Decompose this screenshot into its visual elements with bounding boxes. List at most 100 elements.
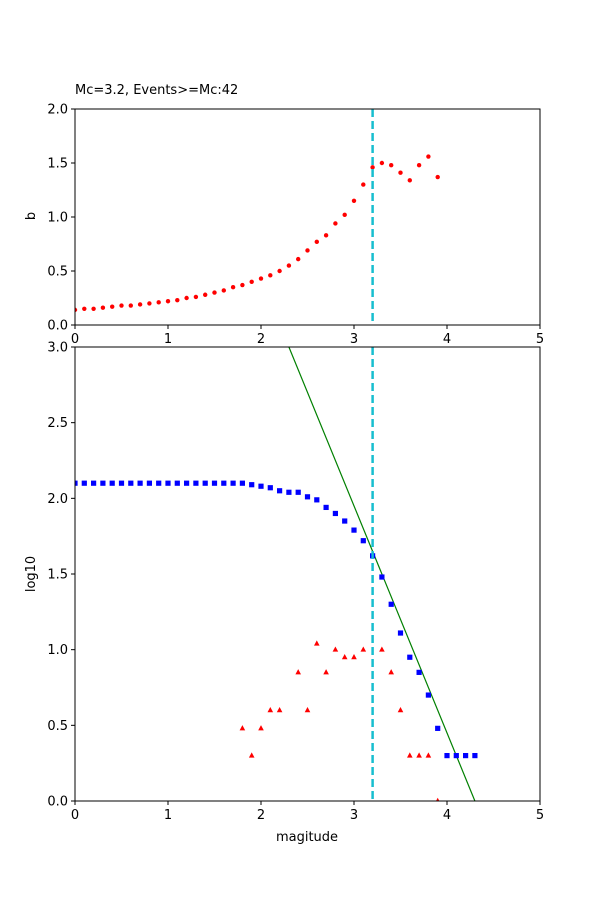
data-point: [165, 480, 171, 486]
data-point: [435, 725, 441, 731]
data-point: [221, 480, 227, 486]
data-point: [156, 300, 161, 305]
data-point: [100, 305, 106, 310]
frequency-magnitude-panel: log10 magitude 0 1 2 3 4 5 0.0 0.5 1.0 1.5 2.0 2.5 3…: [24, 341, 544, 846]
data-point: [314, 640, 320, 646]
x-tick-label: 0: [71, 808, 79, 823]
x-tick-label: 5: [536, 808, 544, 823]
data-point: [407, 178, 412, 183]
data-point: [82, 306, 87, 311]
x-tick-label: 0: [71, 332, 79, 347]
data-point: [212, 290, 217, 295]
y-tick-label: 1.5: [47, 568, 68, 583]
series-circle: [75, 154, 440, 313]
x-tick-label: 4: [443, 808, 451, 823]
data-point: [156, 480, 162, 486]
data-point: [258, 483, 264, 489]
data-point: [239, 480, 245, 486]
data-point: [202, 480, 208, 486]
data-point: [426, 154, 431, 159]
data-point: [147, 301, 152, 306]
data-point: [267, 485, 273, 491]
data-point: [91, 480, 97, 486]
data-point: [463, 753, 469, 759]
data-point: [342, 212, 347, 218]
data-point: [351, 198, 357, 203]
data-point: [230, 285, 236, 290]
data-point: [240, 282, 245, 288]
data-point: [388, 669, 394, 675]
x-tick-label: 1: [164, 808, 172, 823]
data-point: [258, 725, 264, 731]
y-axis-label: b: [24, 212, 39, 220]
data-point: [221, 288, 226, 293]
data-point: [230, 480, 236, 486]
data-point: [248, 752, 255, 758]
data-point: [267, 707, 274, 713]
data-point: [314, 497, 320, 503]
x-tick-label: 5: [536, 332, 544, 347]
x-tick-label: 1: [164, 332, 172, 347]
data-point: [425, 752, 432, 758]
y-axis-label: log10: [24, 556, 39, 592]
series-triangle: [239, 640, 440, 801]
data-point: [100, 480, 106, 486]
data-point: [351, 654, 357, 660]
data-point: [416, 752, 422, 758]
x-tick-label: 3: [350, 808, 358, 823]
data-point: [453, 753, 459, 759]
data-point: [146, 480, 152, 486]
y-tick-label: 0.5: [47, 719, 68, 734]
data-point: [119, 303, 124, 308]
x-tick-label: 3: [350, 332, 358, 347]
data-point: [314, 239, 319, 245]
frequency-magnitude-plot-area: 0 1 2 3 4 5 0.0 0.5 1.0 1.5 2.0 2.5 3.0: [47, 341, 544, 824]
data-point: [165, 299, 171, 304]
data-point: [258, 276, 264, 281]
data-point: [296, 256, 301, 262]
y-tick-label: 0.5: [47, 265, 68, 280]
data-point: [332, 510, 338, 517]
data-point: [184, 295, 189, 301]
data-point: [416, 162, 422, 168]
data-point: [81, 480, 87, 486]
data-point: [388, 601, 394, 607]
data-point: [342, 518, 348, 524]
b-value-panel: Mc=3.2, Events>=Mc:42 b 0 1 2 3 4 5 0.0 0.5 1.0 1…: [24, 83, 544, 347]
plot-content: [75, 109, 440, 325]
data-point: [211, 480, 218, 486]
x-axis-label: magitude: [276, 830, 338, 845]
data-point: [286, 489, 292, 495]
data-point: [444, 753, 450, 759]
data-point: [128, 303, 133, 308]
data-point: [203, 292, 208, 297]
y-tick-label: 2.5: [47, 416, 68, 431]
data-point: [109, 480, 115, 486]
data-point: [323, 504, 329, 511]
data-point: [137, 480, 143, 486]
plot-content: [75, 347, 478, 801]
data-point: [379, 160, 385, 166]
data-point: [110, 304, 115, 309]
data-point: [370, 165, 375, 170]
data-point: [361, 182, 366, 187]
data-point: [277, 488, 283, 494]
data-point: [435, 174, 440, 180]
data-point: [277, 268, 282, 274]
data-point: [175, 297, 180, 303]
data-point: [379, 646, 385, 652]
y-tick-label: 2.0: [47, 492, 68, 507]
data-point: [435, 797, 440, 801]
data-point: [118, 480, 125, 486]
data-point: [249, 279, 254, 284]
data-point: [276, 707, 283, 713]
data-point: [193, 480, 199, 486]
data-point: [75, 480, 78, 486]
x-tick-label: 2: [257, 332, 265, 347]
y-tick-label: 3.0: [47, 341, 68, 356]
data-point: [407, 654, 413, 660]
data-point: [304, 707, 311, 713]
data-point: [398, 170, 403, 175]
data-point: [91, 306, 96, 311]
data-point: [397, 707, 404, 713]
